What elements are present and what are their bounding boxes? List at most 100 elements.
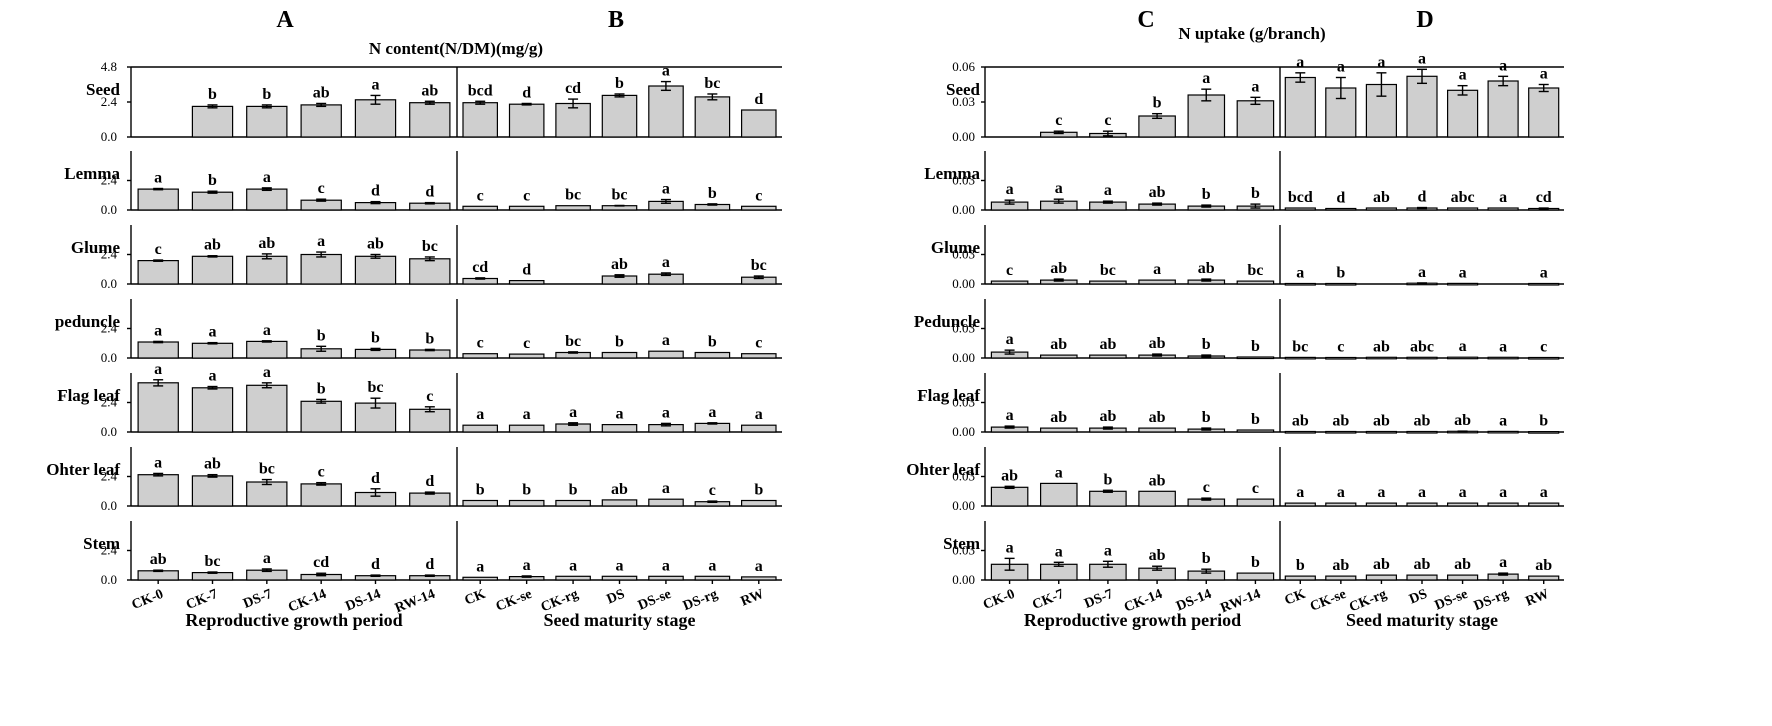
bar-ds-rg — [1487, 356, 1519, 360]
significance-label: b — [208, 86, 217, 103]
significance-label: ab — [1198, 260, 1215, 277]
significance-label: b — [262, 86, 271, 103]
error-bar — [153, 472, 164, 477]
significance-label: a — [1540, 66, 1548, 83]
significance-label: b — [615, 334, 624, 351]
significance-label: c — [1337, 339, 1344, 356]
bar-ds-rg — [694, 351, 731, 359]
error-bar — [707, 500, 718, 504]
category-label: CK-se — [494, 587, 534, 615]
row-peduncle: bc c ab abc a a c — [1279, 299, 1564, 360]
y-tick-label: 0.00 — [952, 276, 975, 291]
significance-label: bc — [751, 257, 767, 274]
significance-label: a — [1104, 182, 1112, 199]
bar-ck-14 — [1138, 115, 1176, 138]
bar-ck-14 — [1138, 427, 1176, 433]
significance-label: a — [1377, 54, 1385, 71]
error-bar — [370, 488, 381, 497]
significance-label: c — [1006, 262, 1013, 279]
error-bar — [1417, 282, 1427, 285]
bar-ck-14 — [300, 104, 342, 138]
significance-label: a — [154, 361, 162, 378]
significance-label: ab — [1149, 547, 1166, 564]
error-bar — [316, 251, 327, 258]
organ-label: peduncle — [55, 312, 121, 331]
significance-label: a — [662, 332, 670, 349]
significance-label: a — [1418, 50, 1426, 67]
significance-label: a — [1337, 59, 1345, 76]
significance-label: a — [476, 558, 484, 575]
significance-label: a — [523, 557, 531, 574]
error-bar — [316, 572, 327, 577]
significance-label: a — [1459, 67, 1467, 84]
bar-ck — [1284, 575, 1316, 581]
significance-label: ab — [611, 256, 628, 273]
category-label: RW — [739, 587, 767, 610]
significance-label: b — [1251, 411, 1260, 428]
bar-ds-7 — [246, 255, 288, 285]
significance-label: b — [371, 329, 380, 346]
significance-label: abc — [1451, 189, 1475, 206]
significance-label: a — [616, 406, 624, 423]
bar-ds-rg — [1487, 502, 1519, 507]
error-bar — [370, 253, 381, 259]
bar-ds-se — [648, 498, 684, 507]
y-tick-label: 2.4 — [101, 247, 118, 262]
significance-label: b — [708, 185, 717, 202]
bar-ck — [462, 576, 499, 581]
significance-label: a — [1499, 338, 1507, 355]
significance-label: d — [425, 184, 434, 201]
bar-rw — [740, 109, 777, 138]
significance-label: a — [1006, 331, 1014, 348]
bar-ds-se — [648, 85, 684, 138]
error-bar — [1201, 88, 1212, 102]
bar-ck — [462, 353, 499, 359]
category-label: CK-0 — [981, 587, 1017, 613]
category-label: CK — [463, 587, 488, 609]
significance-label: c — [1252, 480, 1259, 497]
bar-ck-rg — [1365, 207, 1398, 211]
significance-label: b — [615, 75, 624, 92]
significance-label: b — [317, 327, 326, 344]
error-bar — [1053, 561, 1064, 567]
significance-label: a — [1540, 484, 1548, 501]
error-bar — [521, 575, 532, 578]
organ-label: Flag leaf — [57, 386, 120, 405]
error-bar — [207, 255, 218, 258]
error-bar — [1335, 76, 1346, 100]
bar-ck-se — [1325, 502, 1357, 507]
error-bar — [568, 351, 579, 354]
significance-label: b — [317, 380, 326, 397]
error-bar — [370, 200, 381, 205]
error-bar — [370, 94, 381, 105]
significance-label: d — [371, 556, 380, 573]
bar-ck-7 — [1039, 354, 1078, 359]
bar-rw — [1528, 431, 1560, 434]
row-lemma: bcd d ab d abc a cd — [1279, 151, 1564, 211]
significance-label: a — [1296, 265, 1304, 282]
bar-ds-7 — [246, 481, 288, 507]
y-tick-label: 0.06 — [952, 59, 975, 74]
organ-label: Flag leaf — [917, 386, 980, 405]
bar-ds-rg — [1487, 80, 1519, 138]
organ-label: Seed — [86, 80, 121, 99]
category-label: RW — [1524, 587, 1552, 610]
category-label: CK-0 — [130, 587, 166, 613]
bar-ck-rg — [1365, 430, 1398, 434]
significance-label: d — [1336, 190, 1345, 207]
significance-label: ab — [150, 551, 167, 568]
bar-ck — [462, 102, 499, 138]
significance-label: ab — [313, 85, 330, 102]
y-tick-label: 0.0 — [101, 129, 117, 144]
significance-label: b — [1202, 336, 1211, 353]
error-bar — [316, 198, 327, 202]
significance-label: a — [755, 558, 763, 575]
error-bar — [316, 398, 327, 404]
error-bar — [568, 98, 579, 109]
significance-label: a — [1153, 261, 1161, 278]
